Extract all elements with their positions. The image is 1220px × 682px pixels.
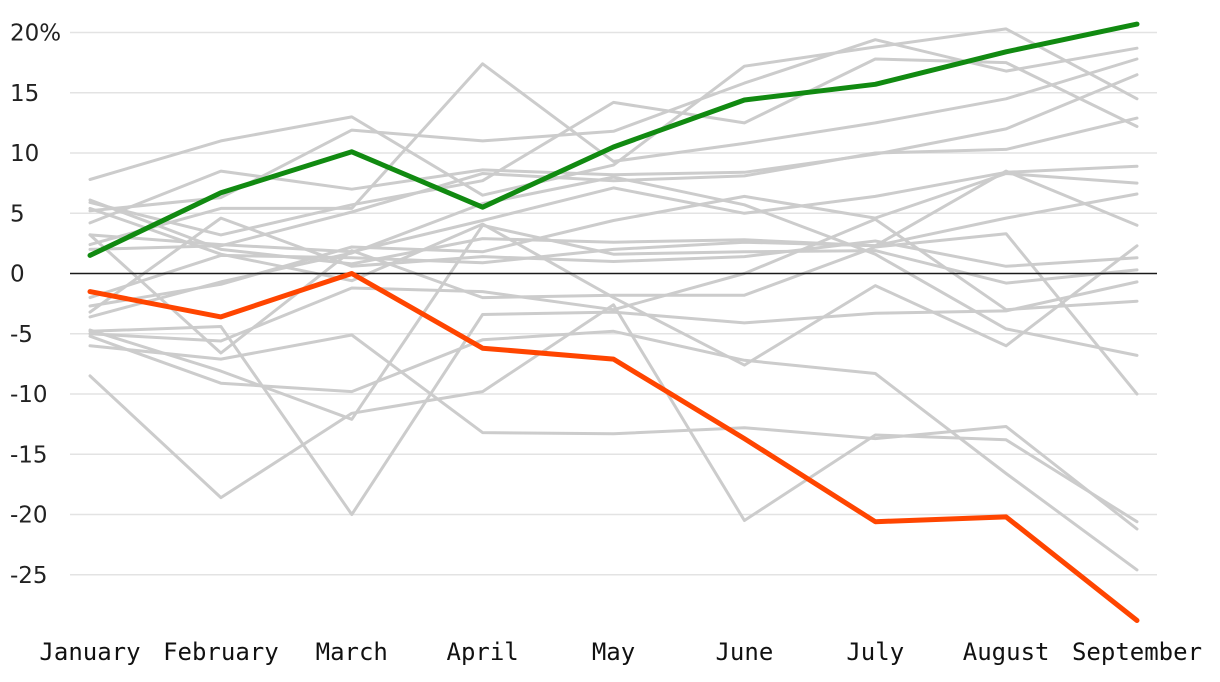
x-tick-label: May	[592, 638, 635, 666]
background-series-line	[88, 175, 1139, 357]
y-axis-tick-labels: 20% 15 10 5 0 -5 -10 -15 -20 -25	[10, 21, 61, 589]
y-tick-label: 15	[10, 81, 39, 107]
y-tick-label: -15	[10, 442, 48, 468]
y-tick-label: 5	[10, 201, 25, 227]
y-tick-label: -20	[10, 503, 48, 529]
x-tick-label: February	[163, 638, 279, 666]
y-tick-label: 0	[10, 262, 25, 288]
x-axis-tick-labels: January February March April May June July Augu…	[39, 638, 1202, 666]
background-series-line	[88, 192, 1139, 300]
background-series-lines	[88, 27, 1139, 572]
x-tick-label: April	[447, 638, 519, 666]
background-series-line	[88, 333, 1139, 531]
background-series-line	[88, 169, 1139, 266]
y-tick-label: -25	[10, 563, 48, 589]
y-tick-label: 20%	[10, 21, 61, 47]
bottom-performer-line	[87, 271, 1140, 623]
highlighted-series-lines	[87, 21, 1140, 623]
x-tick-label: March	[316, 638, 388, 666]
background-series-line	[88, 206, 1139, 367]
background-series-line	[88, 216, 1139, 314]
background-series-line	[88, 280, 1139, 516]
background-series-line	[88, 303, 1139, 524]
background-series-line	[88, 57, 1139, 247]
x-tick-label: June	[715, 638, 773, 666]
x-tick-label: September	[1072, 638, 1202, 666]
gridlines	[70, 31, 1157, 576]
y-tick-label: 10	[10, 141, 39, 167]
x-tick-label: January	[39, 638, 140, 666]
top-performer-line	[87, 21, 1140, 258]
y-tick-label: -10	[10, 382, 48, 408]
x-tick-label: August	[963, 638, 1050, 666]
x-tick-label: July	[846, 638, 904, 666]
background-series-line	[88, 329, 1139, 572]
background-series-line	[88, 164, 1139, 254]
background-series-line	[88, 217, 1139, 343]
y-tick-label: -5	[10, 322, 33, 348]
background-series-line	[88, 27, 1139, 197]
background-series-line	[88, 232, 1139, 396]
